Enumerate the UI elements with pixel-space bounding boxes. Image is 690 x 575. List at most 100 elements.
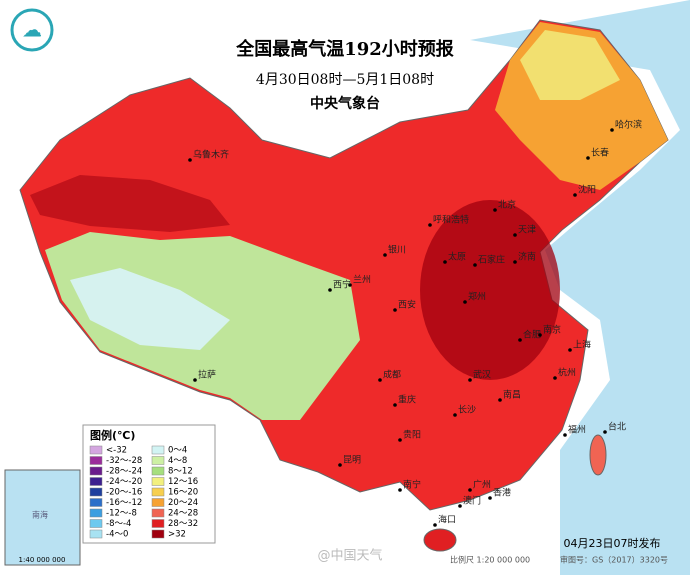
city-label: 上海 (573, 339, 591, 351)
city-label: 哈尔滨 (615, 119, 642, 131)
legend-label: 28～32 (168, 519, 198, 529)
legend-swatch (151, 445, 165, 455)
city-dot (398, 488, 402, 492)
city-label: 北京 (498, 199, 516, 211)
city-dot (348, 283, 352, 287)
sea (470, 0, 690, 575)
city-label: 呼和浩特 (433, 214, 469, 226)
city-dot (493, 208, 497, 212)
agency: 中央气象台 (310, 95, 380, 112)
city-label: 广州 (473, 479, 491, 491)
city-label: 昆明 (343, 455, 361, 466)
legend-swatch (151, 529, 165, 539)
legend-swatch (151, 487, 165, 497)
legend-label: -4～0 (106, 530, 128, 540)
city-dot (553, 376, 557, 380)
city-dot (498, 398, 502, 402)
city-dot (383, 253, 387, 257)
legend-label: -24～-20 (106, 477, 142, 487)
legend-swatch (89, 487, 103, 497)
legend-label: <-32 (106, 446, 127, 456)
city-label: 西安 (398, 299, 416, 311)
legend-swatch (151, 508, 165, 518)
city-label: 南昌 (503, 389, 521, 401)
legend-swatch (89, 529, 103, 539)
city-dot (328, 288, 332, 292)
city-dot (458, 504, 462, 508)
city-label: 西宁 (333, 279, 351, 291)
city-label: 台北 (608, 421, 626, 433)
city-label: 福州 (568, 424, 586, 436)
legend-label: -8～-4 (106, 519, 131, 529)
city-label: 贵阳 (403, 429, 421, 441)
city-dot (563, 433, 567, 437)
legend-label: 20～24 (168, 498, 198, 508)
tarim-hot-zone (30, 175, 230, 232)
city-dot (393, 403, 397, 407)
city-dot (518, 338, 522, 342)
city-dot (378, 378, 382, 382)
city-dot (488, 496, 492, 500)
city-label: 乌鲁木齐 (193, 149, 229, 161)
legend-swatch (151, 519, 165, 528)
city-dot (568, 348, 572, 352)
city-label: 南宁 (403, 479, 421, 491)
legend-label: -16～-12 (106, 498, 142, 508)
city-label: 石家庄 (478, 254, 505, 266)
city-dot (468, 378, 472, 382)
city-label: 长沙 (458, 404, 476, 416)
legend-swatch (89, 466, 103, 476)
city-dot (463, 300, 467, 304)
logo (10, 8, 54, 52)
inset-scale: 1:40 000 000 (19, 556, 66, 564)
city-dot (393, 308, 397, 312)
city-dot (193, 378, 197, 382)
legend-swatch (151, 466, 165, 476)
city-dot (473, 263, 477, 267)
inset-map (4, 469, 81, 566)
legend-label: 4～8 (168, 456, 187, 466)
city-dot (603, 430, 607, 434)
city-dot (443, 260, 447, 264)
city-label: 重庆 (398, 394, 416, 406)
legend-label: 16～20 (168, 488, 198, 498)
city-dot (610, 128, 614, 132)
legend-swatch (151, 477, 165, 486)
approval-number: 审图号：GS（2017）3320号 (560, 555, 668, 565)
city-dot (433, 523, 437, 527)
city-dot (538, 333, 542, 337)
city-label: 郑州 (468, 291, 486, 303)
legend-swatch (89, 456, 103, 465)
city-label: 澳门 (463, 495, 481, 507)
city-label: 成都 (383, 369, 401, 381)
logo-mark: ☁ (22, 18, 42, 42)
city-dot (513, 233, 517, 237)
plateau-cold-zone (70, 268, 230, 350)
city-dot (468, 488, 472, 492)
map-scale: 比例尺 1:20 000 000 (450, 555, 530, 565)
legend-swatch (89, 477, 103, 486)
taiwan (589, 434, 607, 476)
city-dot (428, 223, 432, 227)
city-label: 杭州 (558, 367, 576, 379)
legend-label: -32～-28 (106, 456, 142, 466)
city-label: 海口 (438, 514, 456, 526)
legend-swatch (89, 498, 103, 507)
legend-label: -28～-24 (106, 467, 142, 477)
city-label: 兰州 (353, 274, 371, 286)
city-label: 合肥 (523, 329, 541, 341)
issue-time: 04月23日07时发布 (564, 536, 661, 550)
city-dot (188, 158, 192, 162)
city-label: 拉萨 (198, 369, 216, 381)
legend-swatch (89, 519, 103, 528)
watermark: @中国天气 (317, 548, 382, 564)
subtitle: 4月30日08时—5月1日08时 (256, 72, 434, 88)
legend-swatch (89, 508, 103, 518)
legend-title: 图例(℃) (90, 428, 135, 442)
city-dot (453, 413, 457, 417)
east-hot-zone (420, 200, 560, 380)
city-dot (586, 156, 590, 160)
city-label: 南京 (543, 324, 561, 336)
city-label: 长春 (591, 147, 609, 159)
